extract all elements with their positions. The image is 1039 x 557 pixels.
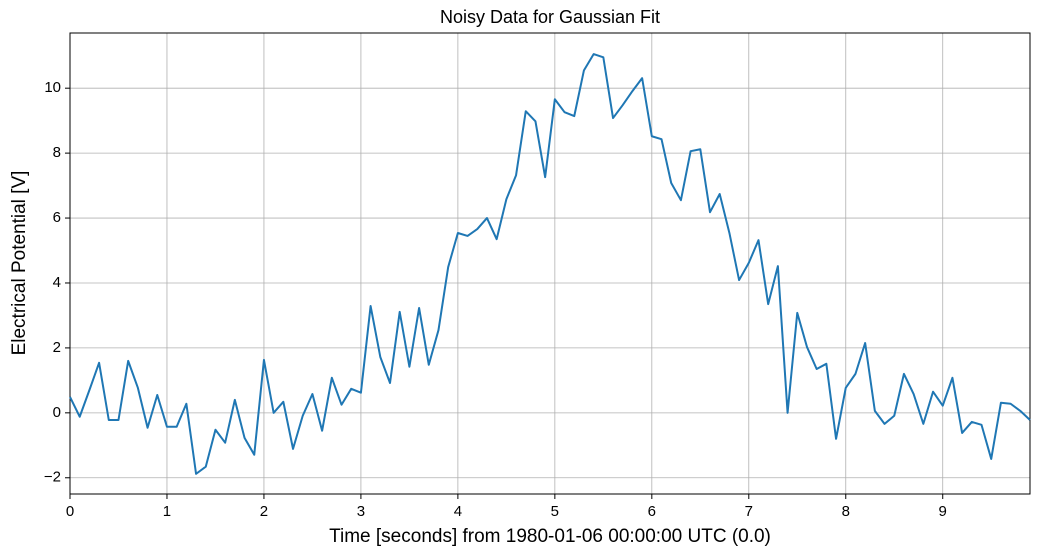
x-tick-label: 7	[745, 503, 753, 520]
y-tick-label: 10	[44, 79, 61, 96]
x-tick-label: 1	[163, 503, 171, 520]
y-tick-label: 6	[53, 209, 61, 226]
x-tick-label: 9	[939, 503, 947, 520]
y-axis-label: Electrical Potential [V]	[9, 171, 30, 356]
chart-title: Noisy Data for Gaussian Fit	[440, 7, 660, 27]
y-tick-label: 8	[53, 144, 61, 161]
x-axis-label: Time [seconds] from 1980-01-06 00:00:00 …	[329, 526, 771, 547]
x-tick-label: 8	[842, 503, 850, 520]
data-line	[69, 53, 1031, 475]
x-tick-label: 4	[454, 503, 462, 520]
x-tick-label: 5	[551, 503, 559, 520]
y-tick-label: 2	[53, 339, 61, 356]
y-tick-label: 4	[53, 274, 61, 291]
x-tick-label: 0	[66, 503, 74, 520]
x-tick-label: 2	[260, 503, 268, 520]
y-tick-label: −2	[44, 469, 61, 486]
plot-frame	[69, 32, 1031, 495]
x-tick-label: 3	[357, 503, 365, 520]
x-tick-label: 6	[648, 503, 656, 520]
y-tick-label: 0	[53, 404, 61, 421]
